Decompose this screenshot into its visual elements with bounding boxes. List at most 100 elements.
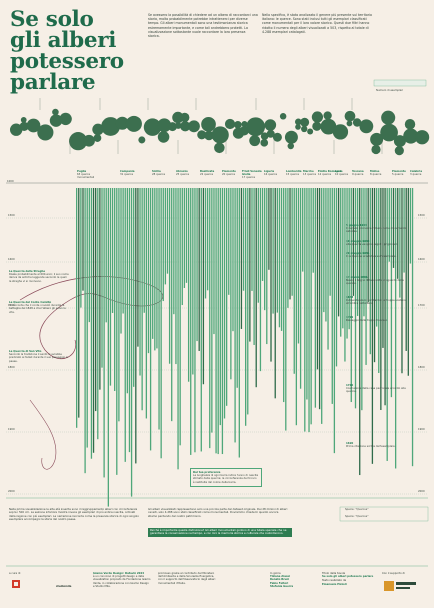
tree-bar: [350, 188, 352, 403]
tree-bar: [386, 188, 388, 461]
tree-bubble: [344, 110, 356, 122]
tree-bar: [158, 188, 160, 430]
region-count: 25 querce: [176, 173, 190, 177]
tree-bar: [78, 188, 80, 418]
tree-bar: [99, 188, 101, 390]
tree-bar: [247, 188, 249, 415]
tree-bar: [314, 188, 317, 408]
tree-bar: [405, 188, 407, 351]
tree-bar: [329, 188, 331, 296]
tree-bar: [312, 188, 314, 273]
tree-bar: [103, 188, 105, 478]
tree-bar: [168, 188, 171, 364]
tree-bar: [92, 188, 95, 453]
tree-bar: [253, 188, 255, 345]
tree-bubble: [83, 134, 95, 147]
tree-bubble: [52, 108, 59, 116]
tree-bubble: [394, 146, 404, 156]
footer-team-4: Stefania Guerra: [270, 584, 294, 588]
tree-bar: [291, 188, 293, 296]
region-count: 5 querce: [392, 173, 404, 177]
tree-bubble: [211, 126, 229, 144]
bottom-text-right-1: Gli alberi visualizzati rappresentano so…: [148, 507, 288, 518]
tree-bar: [304, 188, 306, 432]
region-count: 16 querce: [264, 173, 278, 177]
tree-bar: [164, 188, 167, 285]
region-label: Marche 13 querce: [303, 170, 327, 176]
tree-bar: [325, 188, 327, 322]
tree-bar: [392, 188, 395, 268]
region-count: 17 querce: [242, 176, 256, 180]
legend-bottom-2: Specie: "Quercus": [345, 515, 369, 518]
tree-bar: [310, 188, 312, 425]
region-count: 3 querce: [410, 173, 422, 177]
region-count: 31 querce: [120, 173, 134, 177]
tree-bar: [135, 188, 137, 464]
tree-bubble: [272, 132, 282, 142]
tree-bubble: [264, 119, 277, 131]
footer-a-cura: a cura di: [9, 572, 21, 575]
region-label: Puglia 63 querce monumentali: [77, 170, 101, 180]
tree-bubble: [143, 118, 162, 136]
poster-title: Se solo gli alberi potessero parlare: [10, 7, 124, 95]
tree-bubble: [393, 135, 406, 148]
timeline-event: 1799 Passaggio delle truppe francesi.: [346, 316, 414, 322]
tree-bubble: [214, 142, 225, 154]
legend-top-right-2: Numero di esemplari: [376, 89, 404, 92]
tree-bubble: [197, 130, 207, 140]
tree-bar: [297, 188, 300, 344]
footer-project: Titolo della tavola Se solo gli alberi p…: [322, 572, 382, 586]
story-1-title: La Quercia delle Streghe: [9, 270, 46, 273]
tree-bubble: [371, 144, 381, 155]
tree-bar: [109, 188, 112, 386]
tree-bar: [283, 188, 285, 403]
tree-bubble: [49, 114, 63, 127]
note-box-text: La lunghezza di ogni barra indica l'anno…: [193, 474, 259, 484]
tree-bubble: [19, 121, 29, 131]
tree-bar: [111, 188, 114, 313]
tree-bar: [361, 188, 363, 411]
region-name: Abruzzo: [176, 170, 188, 173]
tree-bar: [152, 188, 154, 339]
legend-bottom-1: Specie: "Quercus": [345, 508, 369, 511]
tree-bar: [384, 188, 386, 406]
region-label: Calabria 3 querce: [410, 170, 434, 176]
region-count: 28 querce: [152, 173, 166, 177]
tree-bar: [337, 188, 340, 317]
tree-bar: [145, 188, 148, 419]
legend-top-box: [373, 79, 427, 87]
tree-bar: [122, 188, 124, 314]
region-label: Lombardia 15 querce: [286, 170, 310, 176]
tree-bar: [179, 188, 181, 446]
tree-bar: [147, 188, 150, 354]
tree-bar: [272, 188, 274, 314]
title-line-1: Se solo: [10, 7, 94, 32]
tree-bar: [373, 188, 376, 363]
event-text: Indipendenza in Lombardia: le truppe sos…: [346, 299, 406, 306]
title-line-4: parlare: [10, 70, 96, 95]
tree-bar: [356, 188, 359, 316]
tree-bubble: [180, 112, 190, 123]
timeline-event: 10 maggio 1943 Alla quercia vengono legat…: [346, 240, 414, 246]
year-label: 1800: [8, 366, 15, 369]
tree-bar: [318, 188, 321, 410]
tree-bubble: [381, 110, 396, 125]
year-label: 1500: [418, 214, 425, 217]
tree-bubble: [174, 122, 182, 129]
region-count: 13 querce: [303, 173, 317, 177]
tree-bar: [230, 188, 232, 380]
region-name: Toscana: [352, 170, 364, 173]
tree-bar: [276, 188, 278, 313]
tree-bar: [217, 188, 219, 455]
tree-bar: [369, 188, 371, 355]
tree-bar: [352, 188, 355, 296]
tree-bar: [245, 188, 247, 426]
tree-bar: [80, 188, 82, 308]
tree-bar: [137, 188, 139, 347]
tree-bubble: [234, 120, 242, 129]
tree-bubble: [26, 118, 41, 133]
region-count: 22 querce: [200, 173, 214, 177]
tree-bar: [409, 188, 412, 264]
year-label: 1600: [8, 258, 15, 261]
tree-bubble: [311, 111, 324, 123]
